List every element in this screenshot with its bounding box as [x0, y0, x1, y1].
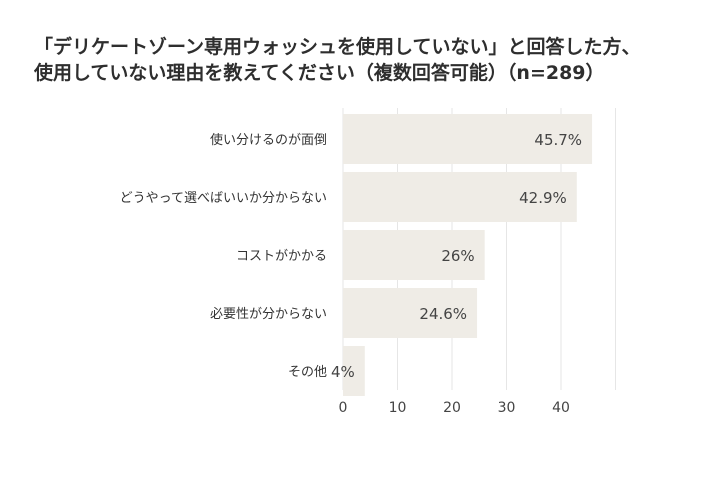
value-label: 4%: [331, 363, 355, 381]
category-label: 必要性が分からない: [210, 307, 327, 322]
category-label: 使い分けるのが面倒: [210, 132, 327, 148]
bar: [343, 346, 365, 396]
category-label: その他: [288, 365, 327, 380]
chart-title-line-2: 使用していない理由を教えてください（複数回答可能）（n=289）: [34, 62, 605, 84]
x-tick-label: 0: [339, 400, 348, 416]
bar: [343, 230, 485, 280]
chart-title: 「デリケートゾーン専用ウォッシュを使用していない」と回答した方、 使用していない…: [34, 34, 714, 86]
value-label: 24.6%: [419, 305, 467, 323]
value-label: 45.7%: [534, 131, 582, 149]
bar: [343, 114, 593, 164]
x-tick-label: 20: [443, 400, 461, 416]
x-tick-label: 10: [389, 400, 407, 416]
x-tick-label: 30: [498, 400, 516, 416]
bar: [343, 172, 577, 222]
category-label: どうやって選べばいいか分からない: [120, 191, 327, 206]
bar: [343, 288, 478, 338]
x-tick-label: 40: [552, 400, 570, 416]
chart-title-line-1: 「デリケートゾーン専用ウォッシュを使用していない」と回答した方、: [34, 36, 641, 58]
value-label: 42.9%: [519, 189, 567, 207]
category-label: コストがかかる: [236, 249, 327, 264]
value-label: 26%: [441, 247, 474, 265]
